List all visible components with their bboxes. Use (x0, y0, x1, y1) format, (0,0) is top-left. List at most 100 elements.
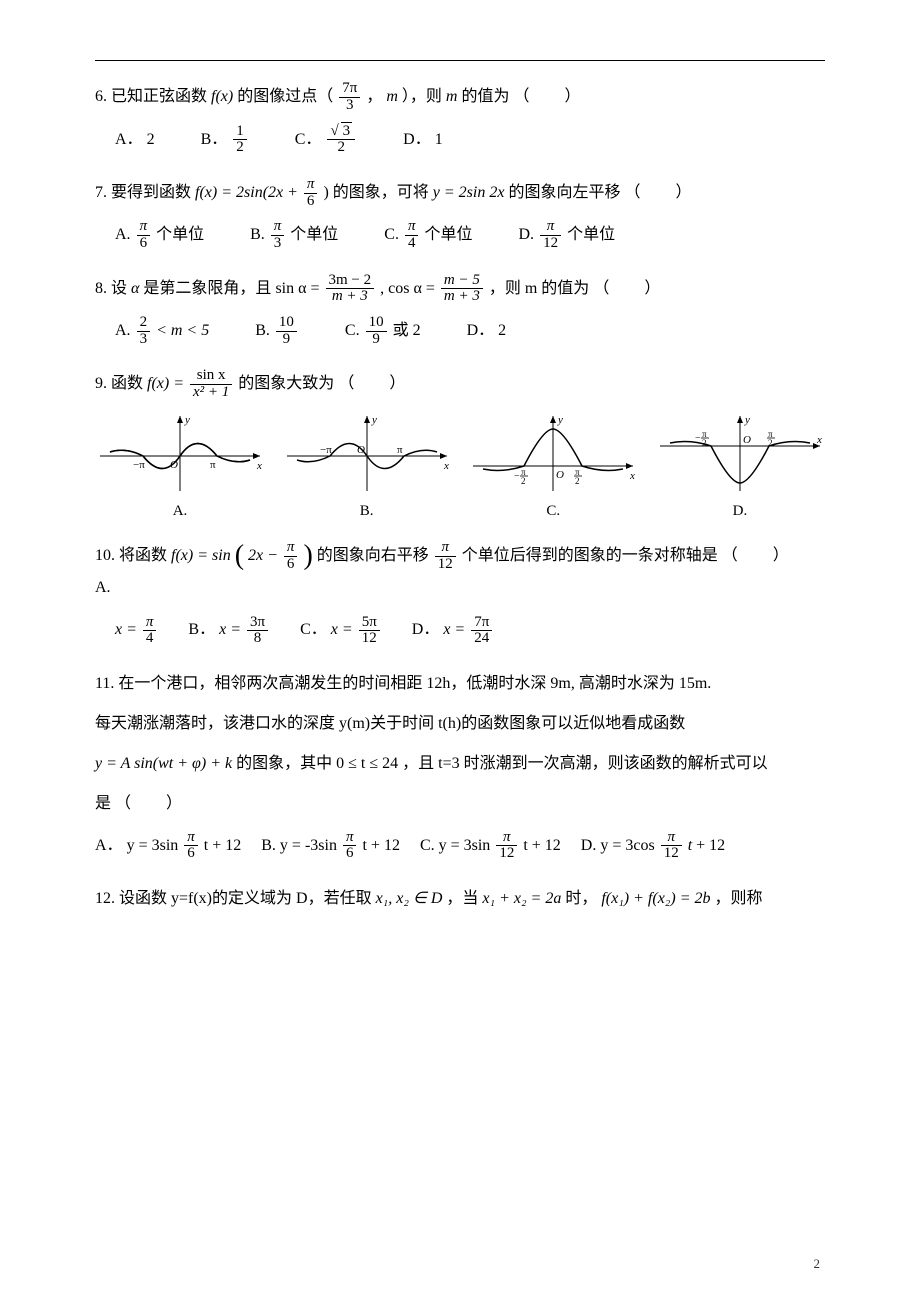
den: 6 (304, 193, 318, 210)
num: π (143, 615, 157, 631)
q10-opt-a: x = π4 (115, 612, 158, 647)
q12-d: ，则称 (714, 890, 762, 907)
q11-opt-b: B. y = -3sin π6 t + 12 (261, 828, 400, 863)
q8-options: A. 23 < m < 5 B. 109 C. 109 或 2 D． 2 (115, 313, 825, 348)
q10-a: 将函数 (119, 547, 171, 564)
q8-opt-d: D． 2 (467, 313, 507, 348)
q6-fx: f(x) (211, 88, 233, 105)
frac: π6 (184, 830, 198, 863)
opt-label: B． (188, 621, 215, 638)
num: √3 (327, 124, 355, 140)
opt-label: C. (384, 226, 399, 243)
q12-cond: x₁ + x₂ = 2a (482, 890, 561, 907)
q11-opt-a: A． y = 3sin π6 t + 12 (95, 828, 241, 863)
q7-opt-c: C. π4 个单位 (384, 217, 472, 252)
q9-a: 函数 (111, 375, 147, 392)
q6-mid2: ， (366, 88, 382, 105)
svg-text:x: x (443, 460, 449, 472)
q7-opt-a: A. π6 个单位 (115, 217, 204, 252)
unit: 个单位 (424, 226, 472, 243)
q11-l4: 是 (95, 795, 111, 812)
num: 7π (471, 615, 492, 631)
graph-d-svg: x y O −π2 π2 (655, 411, 825, 496)
q11-line3: y = A sin(wt + φ) + k 的图象，其中 0 ≤ t ≤ 24 … (95, 748, 825, 780)
graph-c: x y O −π2 π2 C. (468, 411, 638, 520)
frac: π6 (343, 830, 357, 863)
den: 12 (435, 556, 456, 573)
q10-frac2: π 12 (435, 540, 456, 573)
num: 3π (247, 615, 268, 631)
frac: π12 (661, 830, 682, 863)
q11-options: A． y = 3sin π6 t + 12 B. y = -3sin π6 t … (95, 828, 825, 863)
den: 9 (366, 331, 387, 348)
q6-frac-den: 3 (339, 97, 360, 114)
question-11: 11. 在一个港口，相邻两次高潮发生的时间相距 12h，低潮时水深 9m, 高潮… (95, 668, 825, 700)
svg-text:O: O (556, 469, 564, 481)
q6-opt-a: A． 2 (115, 122, 155, 157)
q10-c: 个单位后得到的图象的一条对称轴是 (462, 547, 718, 564)
radicand: 3 (341, 122, 353, 139)
q7-c: 的图象向左平移 (508, 184, 620, 201)
q11-line4: 是 （ ） (95, 788, 825, 820)
den: 2 (327, 139, 355, 156)
question-12: 12. 设函数 y=f(x)的定义域为 D，若任取 x₁, x₂ ∈ D ，当 … (95, 883, 825, 915)
opt-label: A. (115, 322, 131, 339)
q8-sinlhs: sin α = (275, 280, 323, 297)
opt-label: B. (261, 837, 276, 854)
lparen-icon: ( (235, 540, 244, 571)
q12-x12: x₁, x₂ ∈ D (376, 890, 443, 907)
den: 3 (271, 235, 285, 252)
q10-inner: 2x − (248, 547, 282, 564)
frac: π4 (143, 615, 157, 648)
svg-text:x: x (816, 434, 822, 446)
den: 8 (247, 630, 268, 647)
den: 6 (137, 235, 151, 252)
q11-l1: 在一个港口，相邻两次高潮发生的时间相距 12h，低潮时水深 9m, 高潮时水深为… (118, 675, 711, 692)
lhs: x = (331, 621, 357, 638)
lhs: x = (115, 621, 141, 638)
post-rest: + 12 (692, 837, 725, 854)
opt-label: C. (345, 322, 360, 339)
q11-l3a: y = A sin(wt + φ) + k (95, 755, 232, 772)
num: 5π (359, 615, 380, 631)
num: 1 (233, 124, 247, 140)
after: < m < 5 (156, 322, 209, 339)
q8-opt-b: B. 109 (255, 313, 299, 348)
q8-b: 是第二象限角，且 (143, 280, 275, 297)
num: π (271, 219, 285, 235)
q11-l3c: ，且 t=3 时涨潮到一次高潮，则该函数的解析式可以 (402, 755, 767, 772)
svg-text:−π: −π (320, 444, 332, 456)
q6-m2: m (446, 88, 458, 105)
opt-val: 1 (435, 131, 443, 148)
opt-label: C． (295, 131, 322, 148)
q6-m: m (386, 88, 398, 105)
num: π (184, 830, 198, 846)
top-rule (95, 60, 825, 61)
num: 10 (366, 315, 387, 331)
q10-opt-d: D． x = 7π24 (412, 612, 495, 647)
opt-label: B. (250, 226, 265, 243)
opt-label: D． (467, 322, 495, 339)
q8-a: 设 (111, 280, 131, 297)
svg-text:y: y (557, 414, 563, 426)
frac: 109 (366, 315, 387, 348)
q6-text: 已知正弦函数 (111, 88, 211, 105)
den: m + 3 (326, 288, 375, 305)
q7-a: 要得到函数 (111, 184, 195, 201)
frac: π4 (405, 219, 419, 252)
q6-after: ），则 (402, 88, 446, 105)
num: 2 (137, 315, 151, 331)
opt-label: A. (115, 226, 131, 243)
graph-label-b: B. (282, 503, 452, 520)
q12-a: 设函数 y=f(x)的定义域为 D，若任取 (119, 890, 376, 907)
q8-num: 8. (95, 280, 107, 297)
den: 4 (143, 630, 157, 647)
unit: 个单位 (567, 226, 615, 243)
q6-num: 6. (95, 88, 107, 105)
den: 3 (137, 331, 151, 348)
frac: 23 (137, 315, 151, 348)
q8-opt-c: C. 109 或 2 (345, 313, 421, 348)
q10-lhs: f(x) = sin (171, 547, 231, 564)
post: t + 12 (204, 837, 241, 854)
den: 12 (661, 845, 682, 862)
